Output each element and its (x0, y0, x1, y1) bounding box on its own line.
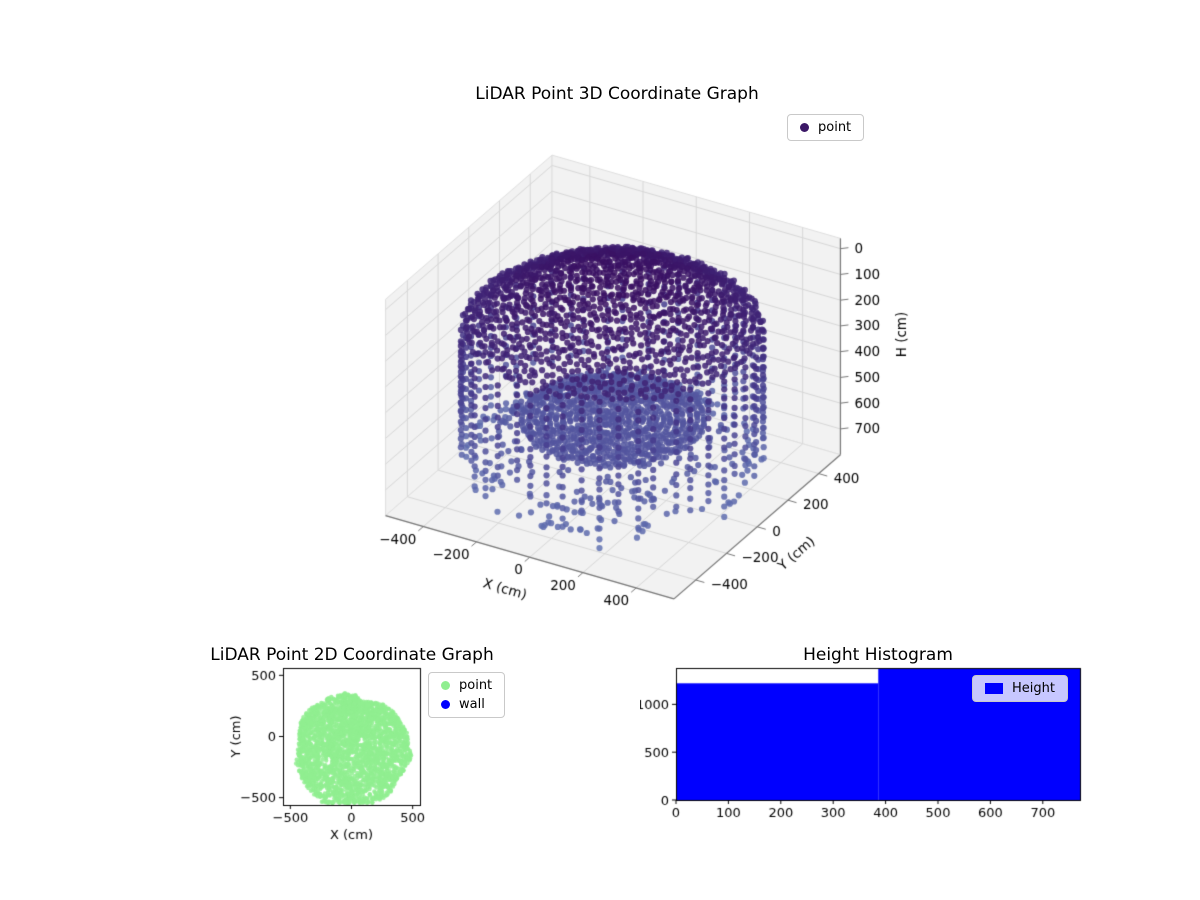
legend-2d: point wall (428, 672, 506, 718)
legend-label-point-2d: point (459, 678, 493, 693)
plot2d-title: LiDAR Point 2D Coordinate Graph (210, 645, 494, 665)
legend-item-wall-2d: wall (441, 697, 492, 712)
legend-histogram: Height (972, 675, 1068, 702)
histogram-canvas (640, 640, 1110, 860)
scatter3d-canvas (270, 100, 970, 660)
legend-item-point-2d: point (441, 678, 492, 693)
wall-marker-icon (441, 700, 450, 709)
legend-item-height: Height (985, 681, 1055, 696)
legend-label-height: Height (1012, 681, 1055, 696)
histogram-title: Height Histogram (803, 645, 953, 665)
legend-item-point-3d: point (800, 120, 851, 135)
legend-label-wall-2d: wall (459, 697, 485, 712)
point-marker-icon (441, 681, 450, 690)
legend-label-point-3d: point (818, 120, 852, 135)
height-patch-icon (985, 683, 1003, 694)
point-marker-icon (800, 123, 809, 132)
legend-3d: point (787, 114, 865, 141)
plot3d-title: LiDAR Point 3D Coordinate Graph (475, 84, 759, 104)
